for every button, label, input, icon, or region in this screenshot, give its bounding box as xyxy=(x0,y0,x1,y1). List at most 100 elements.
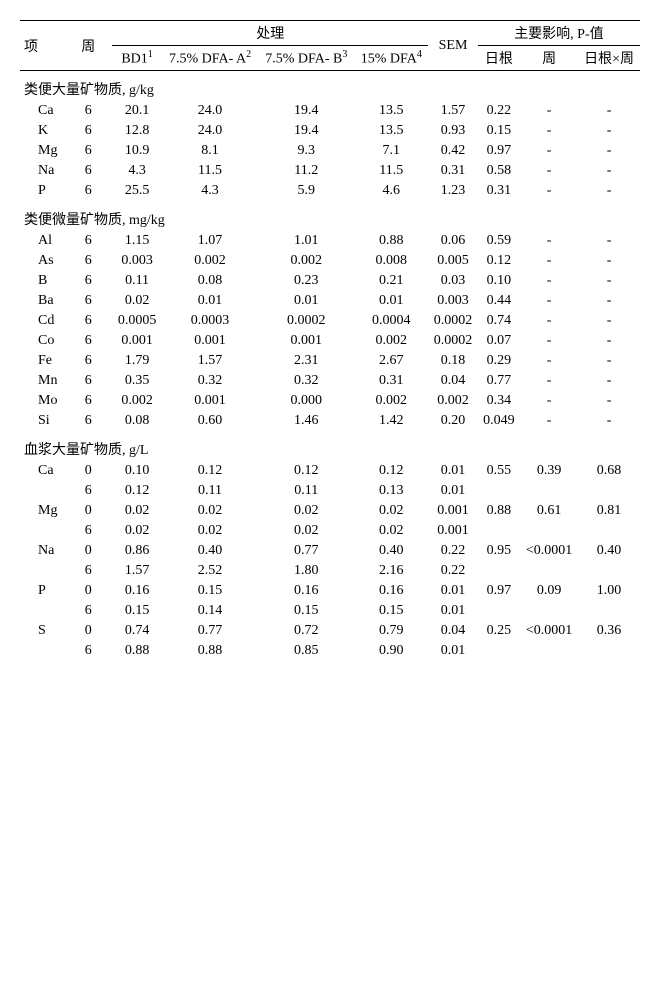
cell: 0.12 xyxy=(478,251,520,271)
cell: 1.23 xyxy=(428,181,478,201)
cell: 0 xyxy=(64,581,112,601)
table-row: Co60.0010.0010.0010.0020.00020.07-- xyxy=(20,331,640,351)
cell: 0.01 xyxy=(428,581,478,601)
table-row: K612.824.019.413.50.930.15-- xyxy=(20,121,640,141)
cell: 0.55 xyxy=(478,461,520,481)
cell: 0.42 xyxy=(428,141,478,161)
cell: B xyxy=(20,271,64,291)
cell: K xyxy=(20,121,64,141)
cell: 0.001 xyxy=(428,501,478,521)
cell: 0.002 xyxy=(354,391,428,411)
table-row: Na00.860.400.770.400.220.95<0.00010.40 xyxy=(20,541,640,561)
cell: 11.5 xyxy=(162,161,258,181)
cell: - xyxy=(578,331,640,351)
cell: 1.57 xyxy=(162,351,258,371)
cell xyxy=(20,641,64,661)
table-row: S00.740.770.720.790.040.25<0.00010.36 xyxy=(20,621,640,641)
cell: 0.0004 xyxy=(354,311,428,331)
cell: 0.60 xyxy=(162,411,258,431)
cell: 0.02 xyxy=(112,521,162,541)
cell: 0.01 xyxy=(428,641,478,661)
cell: - xyxy=(578,181,640,201)
cell xyxy=(578,641,640,661)
table-row: Na64.311.511.211.50.310.58-- xyxy=(20,161,640,181)
cell: 0.25 xyxy=(478,621,520,641)
cell xyxy=(478,481,520,501)
cell: 0.15 xyxy=(478,121,520,141)
cell: 0.02 xyxy=(258,501,354,521)
cell: - xyxy=(520,351,578,371)
table-row: P625.54.35.94.61.230.31-- xyxy=(20,181,640,201)
cell: - xyxy=(520,311,578,331)
col-item: 项 xyxy=(20,21,64,71)
cell: 0.31 xyxy=(354,371,428,391)
cell: 6 xyxy=(64,311,112,331)
cell: Mg xyxy=(20,141,64,161)
cell: 1.15 xyxy=(112,231,162,251)
cell: 0.31 xyxy=(478,181,520,201)
cell: - xyxy=(578,411,640,431)
table-row: B60.110.080.230.210.030.10-- xyxy=(20,271,640,291)
cell: 0.22 xyxy=(428,561,478,581)
cell: As xyxy=(20,251,64,271)
cell: 6 xyxy=(64,411,112,431)
cell xyxy=(20,481,64,501)
cell: 6 xyxy=(64,291,112,311)
cell: Ca xyxy=(20,101,64,121)
cell: 0.15 xyxy=(258,601,354,621)
cell xyxy=(578,481,640,501)
cell: - xyxy=(578,291,640,311)
cell: 1.79 xyxy=(112,351,162,371)
cell: S xyxy=(20,621,64,641)
cell: Ca xyxy=(20,461,64,481)
cell: - xyxy=(520,121,578,141)
cell: Mo xyxy=(20,391,64,411)
table-row: Mn60.350.320.320.310.040.77-- xyxy=(20,371,640,391)
cell: 6 xyxy=(64,161,112,181)
cell: P xyxy=(20,181,64,201)
cell xyxy=(520,481,578,501)
col-week-p: 周 xyxy=(520,46,578,71)
table-row: As60.0030.0020.0020.0080.0050.12-- xyxy=(20,251,640,271)
table-row: Mg00.020.020.020.020.0010.880.610.81 xyxy=(20,501,640,521)
cell: 0.0003 xyxy=(162,311,258,331)
cell: - xyxy=(520,251,578,271)
cell: 1.00 xyxy=(578,581,640,601)
cell: 6 xyxy=(64,231,112,251)
cell: 0.003 xyxy=(112,251,162,271)
cell: 4.3 xyxy=(162,181,258,201)
cell: 1.07 xyxy=(162,231,258,251)
cell: 0.002 xyxy=(428,391,478,411)
cell: - xyxy=(520,271,578,291)
cell: 6 xyxy=(64,141,112,161)
cell: 0.0005 xyxy=(112,311,162,331)
cell: 0.11 xyxy=(258,481,354,501)
cell: 0.02 xyxy=(354,521,428,541)
cell: 0.11 xyxy=(162,481,258,501)
cell: 2.31 xyxy=(258,351,354,371)
cell: 1.01 xyxy=(258,231,354,251)
cell: 0.002 xyxy=(354,331,428,351)
cell: 13.5 xyxy=(354,121,428,141)
cell: 0.15 xyxy=(162,581,258,601)
cell: 0.001 xyxy=(428,521,478,541)
cell: Co xyxy=(20,331,64,351)
cell: 2.52 xyxy=(162,561,258,581)
cell: 8.1 xyxy=(162,141,258,161)
cell: 0.10 xyxy=(112,461,162,481)
col-dfa15: 15% DFA4 xyxy=(354,46,428,71)
cell: 0.02 xyxy=(112,501,162,521)
cell: 6 xyxy=(64,251,112,271)
cell: 1.42 xyxy=(354,411,428,431)
cell: 6 xyxy=(64,641,112,661)
cell: 10.9 xyxy=(112,141,162,161)
cell: 0.12 xyxy=(112,481,162,501)
cell xyxy=(20,561,64,581)
table-row: Ca00.100.120.120.120.010.550.390.68 xyxy=(20,461,640,481)
cell: 0.23 xyxy=(258,271,354,291)
cell xyxy=(478,521,520,541)
cell: P xyxy=(20,581,64,601)
cell: 0.01 xyxy=(258,291,354,311)
cell: 0.06 xyxy=(428,231,478,251)
cell: 11.5 xyxy=(354,161,428,181)
